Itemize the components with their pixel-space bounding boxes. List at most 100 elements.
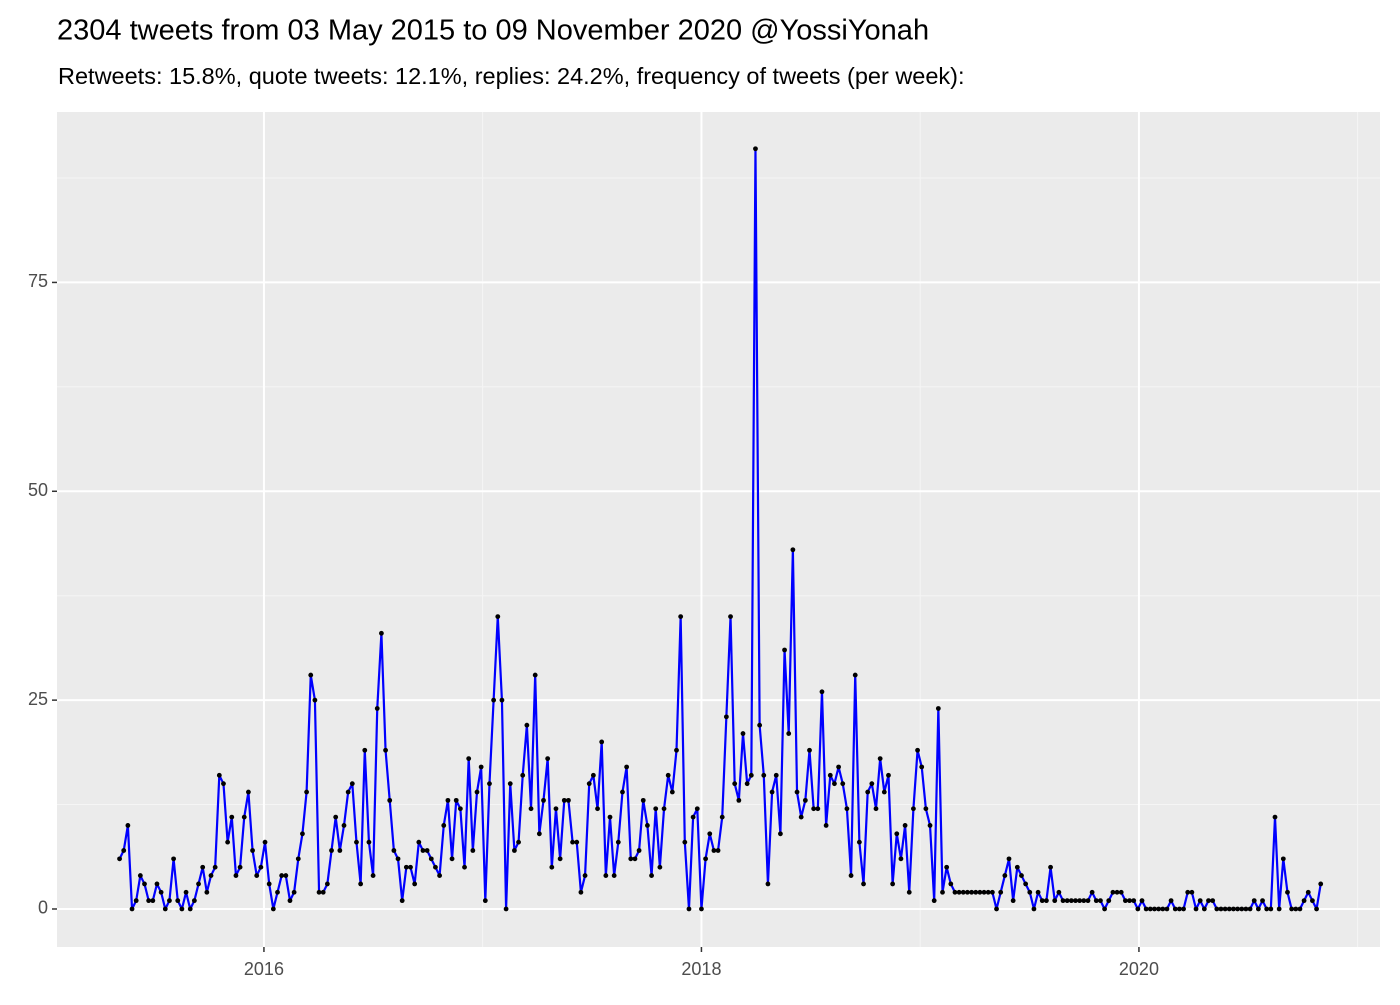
data-point [1019,873,1024,878]
data-point [354,839,359,845]
data-point [802,797,808,803]
data-point [686,906,692,912]
data-point [146,898,152,904]
data-point [1147,906,1153,912]
data-point [366,839,372,845]
data-point [690,814,696,820]
data-point [873,806,879,812]
data-point [927,823,933,828]
data-point [711,848,717,853]
data-point [886,772,891,778]
data-point [167,898,172,904]
data-point [1280,856,1286,862]
data-point [179,906,185,912]
x-tick-label: 2018 [681,959,721,979]
data-point [541,797,546,803]
data-point [578,889,584,895]
data-point [187,906,193,912]
data-point [291,889,297,895]
data-point [358,881,364,887]
data-point [1152,906,1157,912]
data-point [395,856,401,862]
data-point [969,889,974,895]
data-point [1002,873,1008,878]
data-point [827,772,833,778]
data-point [449,856,455,862]
data-point [956,889,962,895]
data-point [607,814,613,820]
data-point [1093,898,1099,904]
data-point [383,747,388,753]
data-point [175,898,181,904]
data-point [790,547,796,553]
data-point [985,889,991,895]
data-point [1255,906,1261,912]
data-point [279,873,285,878]
data-point [233,873,239,878]
data-point [707,831,713,837]
chart-subtitle: Retweets: 15.8%, quote tweets: 12.1%, re… [58,63,965,89]
data-point [782,647,787,653]
data-point [719,814,725,820]
y-tick-label: 75 [28,271,48,291]
data-point [1160,906,1166,912]
data-point [981,889,987,895]
data-point [1247,906,1253,912]
data-point [794,789,800,795]
data-point [1318,881,1324,887]
data-point [657,864,663,870]
data-point [208,873,214,878]
data-point [1064,898,1070,904]
data-point [1201,906,1207,912]
data-point [520,772,526,778]
data-point [196,881,201,887]
data-point [495,614,501,619]
data-point [603,873,609,878]
data-point [1172,906,1178,912]
data-point [694,806,700,812]
data-point [1293,906,1299,912]
data-point [1268,906,1274,912]
data-point [250,848,255,853]
data-point [512,848,517,853]
data-point [1226,906,1232,912]
data-point [645,823,650,828]
data-point [1039,898,1045,904]
data-point [1098,898,1103,904]
data-point [765,881,771,887]
data-point [1139,898,1145,904]
data-point [1014,864,1020,870]
data-point [1089,889,1095,895]
data-point [503,906,509,912]
data-point [757,722,763,728]
data-point [1243,906,1249,912]
data-point [906,889,912,895]
y-tick-label: 50 [28,480,48,500]
data-point [844,806,850,812]
data-point [1197,898,1203,904]
data-point [1035,889,1041,895]
data-point [399,898,405,904]
data-point [819,689,825,695]
data-point [487,781,492,787]
data-point [283,873,289,878]
data-point [944,864,950,870]
data-point [316,889,322,895]
data-point [1131,898,1137,904]
data-point [661,806,667,812]
data-point [1081,898,1087,904]
data-point [341,823,347,828]
data-point [778,831,783,837]
data-point [989,889,995,895]
data-point [470,848,476,853]
data-point [890,881,896,887]
data-point [133,898,139,904]
data-point [740,731,746,736]
data-point [1118,889,1124,895]
data-point [1102,906,1107,912]
chart-title: 2304 tweets from 03 May 2015 to 09 Novem… [57,15,929,47]
data-point [823,823,829,828]
data-point [312,697,318,703]
